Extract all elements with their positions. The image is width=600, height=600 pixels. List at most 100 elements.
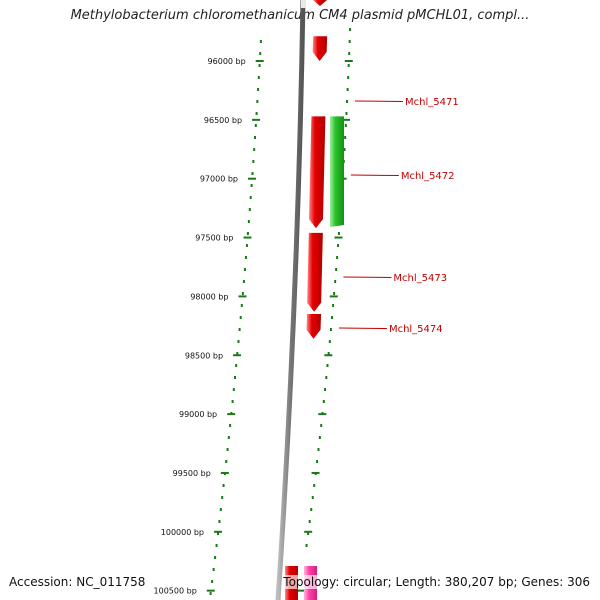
track-dot [211,580,214,583]
ruler-tick-right [342,118,351,121]
track-dot [234,376,237,379]
ruler: 96000 bp 96500 bp 97000 bp 97500 bp 98000 bp… [154,57,353,596]
track-dot [227,436,230,439]
topology-label: Topology: circular; Length: 380,207 bp; … [283,575,590,589]
track-dot [329,328,332,331]
ruler-tick-label: 99500 bp [173,469,211,478]
track-dot [327,352,330,355]
track-dot [345,112,348,115]
track-dot [335,268,338,271]
track-dot [320,424,323,427]
gene-arrow[interactable] [312,36,328,61]
track-dot [252,160,255,163]
gene-arrow[interactable] [308,116,326,229]
track-dot [346,100,349,103]
track-dot [324,388,327,391]
track-dot [240,304,243,307]
ruler-tick-right [318,413,327,416]
ruler-tick-right [324,354,333,357]
track-dot [344,136,347,139]
track-dot [238,328,241,331]
track-dot [253,148,256,151]
track-dot [243,268,246,271]
gene-label-leader [350,174,399,176]
track-dot [242,280,245,283]
track-dot [222,484,225,487]
track-dot [258,64,261,67]
ruler-tick-right [334,236,343,239]
ruler-tick-left [220,471,229,474]
track-dot [318,436,321,439]
track-dot [337,232,340,235]
track-dot [348,40,351,43]
track-dot [225,460,228,463]
gene-label[interactable]: Mchl_5474 [389,324,443,335]
ruler-tick-left [227,413,236,416]
gene-arrow[interactable] [330,116,344,227]
track-dot [336,256,339,259]
track-dot [209,592,212,595]
track-dot [326,364,329,367]
track-dot [347,76,350,79]
track-dot [325,376,328,379]
track-dot [226,448,229,451]
track-dot [229,424,232,427]
track-dot [235,364,238,367]
track-dot [347,64,350,67]
gene-label[interactable]: Mchl_5473 [393,273,447,284]
track-dot [328,340,331,343]
ruler-tick-right [311,471,320,474]
gene-arrow[interactable] [307,232,323,312]
track-dot [308,520,311,523]
track-dot [344,124,347,127]
track-dot [251,172,254,175]
ruler-tick-left [233,354,242,357]
ruler-tick-right [329,295,338,298]
track-dot [348,52,351,55]
ruler-tick-left [214,530,223,533]
ruler-tick-right [344,60,353,62]
track-dot [257,88,260,91]
track-dot [236,352,239,355]
ruler-tick-label: 99000 bp [179,410,217,419]
ruler-tick-label: 98000 bp [190,292,228,301]
track-dot [219,508,222,511]
track-dot [259,40,262,43]
track-dot [346,88,349,91]
track-dot [232,388,235,391]
ruler-tick-left [206,589,215,592]
gene-label-leader [354,100,404,102]
track-dot [217,532,220,535]
track-dot [215,544,218,547]
track-dot [250,184,253,187]
track-dot [237,340,240,343]
gene-arrow[interactable] [306,314,322,339]
track-dot [231,400,234,403]
ruler-tick-label: 98500 bp [185,351,223,360]
ruler-tick-left [255,60,264,62]
track-dot [241,292,244,295]
track-dot [254,124,257,127]
ruler-tick-label: 97500 bp [195,234,233,243]
track-dot [246,232,249,235]
gene-label[interactable]: Mchl_5471 [405,97,459,108]
track-dot [317,448,320,451]
track-dot [334,280,337,283]
ruler-tick-label: 100500 bp [154,587,197,596]
track-dot [253,136,256,139]
map-title: Methylobacterium chloromethanicum CM4 pl… [70,8,530,23]
track-dot [316,460,319,463]
track-dot [343,148,346,151]
track-dot [245,244,248,247]
gene-label-leader [338,327,387,329]
ruler-tick-label: 97000 bp [200,175,238,184]
ruler-tick-left [247,177,256,180]
gene-label[interactable]: Mchl_5472 [401,171,455,182]
track-dot [259,52,262,55]
track-dot [333,292,336,295]
track-dot [349,28,352,31]
track-dot [249,196,252,199]
track-dot [212,568,215,571]
ruler-tick-right [296,589,305,592]
